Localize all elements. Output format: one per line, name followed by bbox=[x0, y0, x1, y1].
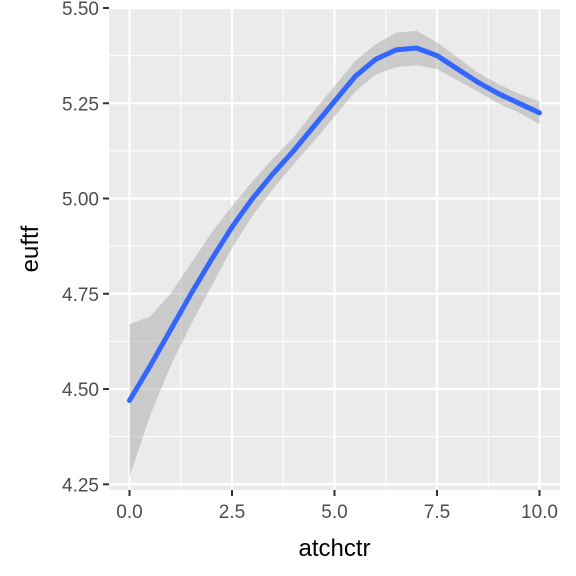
y-tick-label: 5.25 bbox=[62, 94, 99, 115]
y-axis-title: euftf bbox=[17, 225, 44, 272]
confidence-ribbon bbox=[129, 30, 540, 477]
y-tick-label: 4.75 bbox=[62, 285, 99, 306]
major-grid bbox=[109, 6, 560, 490]
y-tick-label: 5.00 bbox=[62, 190, 99, 211]
x-tick-label: 7.5 bbox=[424, 502, 450, 523]
smooth-line bbox=[127, 45, 542, 403]
x-tick-label: 5.0 bbox=[321, 502, 347, 523]
y-axis: 4.25 4.50 4.75 5.00 5.25 5.50 bbox=[62, 0, 109, 496]
y-tick-label: 4.25 bbox=[62, 475, 99, 496]
x-axis: 0.0 2.5 5.0 7.5 10.0 bbox=[116, 490, 558, 523]
y-tick-label: 4.50 bbox=[62, 380, 99, 401]
x-tick-label: 2.5 bbox=[219, 502, 245, 523]
y-tick-label: 5.50 bbox=[62, 0, 99, 20]
x-axis-title: atchctr bbox=[298, 535, 370, 562]
x-tick-label: 0.0 bbox=[116, 502, 142, 523]
x-tick-label: 10.0 bbox=[521, 502, 558, 523]
